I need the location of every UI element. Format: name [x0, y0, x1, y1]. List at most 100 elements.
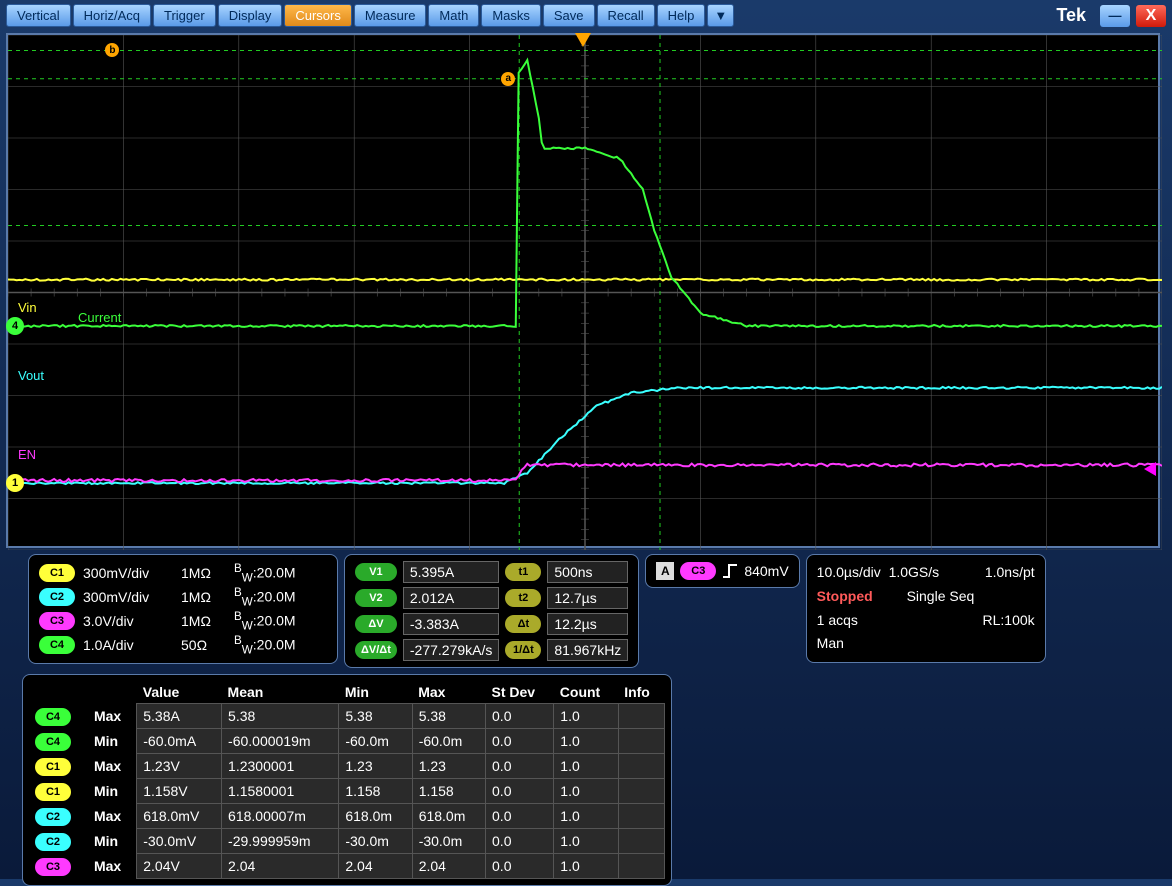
- channel-row-c2[interactable]: C2300mV/div1MΩBW:20.0M: [39, 585, 327, 609]
- menu-recall[interactable]: Recall: [597, 4, 655, 27]
- cursor-label-vt: ΔV/Δt: [355, 641, 397, 659]
- cursor-value-t: 12.2µs: [547, 613, 628, 635]
- meas-cell: 1.158: [339, 779, 412, 804]
- channel-pill-c1: C1: [39, 564, 75, 582]
- meas-cell: 2.04: [412, 854, 485, 879]
- meas-cell: -60.000019m: [222, 729, 339, 754]
- meas-cell: -60.0mA: [137, 729, 222, 754]
- trigger-source-pill[interactable]: C3: [680, 562, 716, 580]
- meas-stat: Min: [88, 779, 137, 804]
- meas-cell: 1.0: [554, 704, 618, 729]
- menu-cursors[interactable]: Cursors: [284, 4, 352, 27]
- cursor-label-v1: V1: [355, 563, 397, 581]
- trace-label-vout: Vout: [18, 368, 44, 383]
- meas-header: Max: [412, 681, 485, 704]
- meas-cell: -30.0mV: [137, 829, 222, 854]
- menu-more-button[interactable]: ▼: [707, 4, 734, 27]
- meas-stat: Max: [88, 754, 137, 779]
- channel-pill-c2: C2: [39, 588, 75, 606]
- measurement-panel: ValueMeanMinMaxSt DevCountInfoC4Max5.38A…: [22, 674, 672, 886]
- channel-row-c4[interactable]: C41.0A/div50ΩBW:20.0M: [39, 633, 327, 657]
- channel-impedance: 1MΩ: [181, 589, 226, 605]
- meas-cell: 0.0: [486, 704, 554, 729]
- meas-row: C3Max2.04V2.042.042.040.01.0: [29, 854, 665, 879]
- trigger-level: 840mV: [744, 563, 788, 579]
- acquisition-status-panel: 10.0µs/div 1.0GS/s 1.0ns/pt Stopped Sing…: [806, 554, 1046, 663]
- meas-cell: 1.2300001: [222, 754, 339, 779]
- meas-stat: Max: [88, 704, 137, 729]
- meas-row: C4Max5.38A5.385.385.380.01.0: [29, 704, 665, 729]
- meas-cell: 5.38: [222, 704, 339, 729]
- meas-cell: 1.0: [554, 754, 618, 779]
- scope-display: VinCurrentVoutEN41ab: [6, 33, 1166, 548]
- menu-vertical[interactable]: Vertical: [6, 4, 71, 27]
- cursor-readout-panel: V15.395At1500nsV22.012At212.7µsΔV-3.383A…: [344, 554, 639, 668]
- time-resolution: 1.0ns/pt: [985, 561, 1035, 585]
- meas-header: Mean: [222, 681, 339, 704]
- meas-cell: 5.38A: [137, 704, 222, 729]
- channel-scale: 1.0A/div: [83, 637, 173, 653]
- menu-math[interactable]: Math: [428, 4, 479, 27]
- meas-stat: Max: [88, 854, 137, 879]
- channel-pill-c4: C4: [39, 636, 75, 654]
- cursor-label-v: ΔV: [355, 615, 397, 633]
- trigger-auto-indicator: A: [656, 562, 674, 580]
- acq-mode: Single Seq: [907, 588, 975, 604]
- cursor-label-t2: t2: [505, 589, 541, 607]
- cursor-label-t: Δt: [505, 615, 541, 633]
- rising-edge-icon: [722, 563, 738, 579]
- cursor-label-t1: t1: [505, 563, 541, 581]
- trigger-level-arrow[interactable]: [1144, 462, 1156, 476]
- channel-marker-4[interactable]: 4: [6, 317, 24, 335]
- channel-row-c3[interactable]: C33.0V/div1MΩBW:20.0M: [39, 609, 327, 633]
- menu-measure[interactable]: Measure: [354, 4, 427, 27]
- meas-cell: 618.0mV: [137, 804, 222, 829]
- meas-cell: 1.23: [412, 754, 485, 779]
- meas-cell: [618, 804, 664, 829]
- meas-header: St Dev: [486, 681, 554, 704]
- cursor-marker-a[interactable]: a: [501, 72, 515, 86]
- menu-horizacq[interactable]: Horiz/Acq: [73, 4, 151, 27]
- meas-cell: [618, 729, 664, 754]
- meas-cell: 618.0m: [339, 804, 412, 829]
- acq-count: 1 acqs: [817, 612, 858, 628]
- meas-header: Info: [618, 681, 664, 704]
- channel-bandwidth: BW:20.0M: [234, 586, 296, 608]
- channel-scale: 3.0V/div: [83, 613, 173, 629]
- meas-channel-pill: C2: [35, 808, 71, 826]
- cursor-value-t1: 500ns: [547, 561, 628, 583]
- channel-marker-1[interactable]: 1: [6, 474, 24, 492]
- meas-channel-pill: C2: [35, 833, 71, 851]
- meas-cell: 2.04V: [137, 854, 222, 879]
- menu-trigger[interactable]: Trigger: [153, 4, 216, 27]
- channel-bandwidth: BW:20.0M: [234, 610, 296, 632]
- meas-cell: 1.1580001: [222, 779, 339, 804]
- record-length: RL:100k: [983, 609, 1035, 633]
- menu-help[interactable]: Help: [657, 4, 706, 27]
- meas-header: Value: [137, 681, 222, 704]
- trace-label-current: Current: [78, 310, 121, 325]
- menu-display[interactable]: Display: [218, 4, 283, 27]
- meas-row: C1Max1.23V1.23000011.231.230.01.0: [29, 754, 665, 779]
- trace-label-en: EN: [18, 447, 36, 462]
- close-button[interactable]: X: [1136, 5, 1166, 27]
- meas-cell: 5.38: [412, 704, 485, 729]
- meas-cell: 1.0: [554, 804, 618, 829]
- meas-cell: 0.0: [486, 729, 554, 754]
- meas-channel-pill: C4: [35, 733, 71, 751]
- waveform-canvas: [8, 35, 1162, 550]
- trace-label-vin: Vin: [18, 300, 37, 315]
- meas-cell: 0.0: [486, 829, 554, 854]
- sample-rate: 1.0GS/s: [889, 564, 940, 580]
- channel-row-c1[interactable]: C1300mV/div1MΩBW:20.0M: [39, 561, 327, 585]
- meas-row: C1Min1.158V1.15800011.1581.1580.01.0: [29, 779, 665, 804]
- minimize-button[interactable]: —: [1100, 5, 1130, 27]
- meas-cell: -30.0m: [412, 829, 485, 854]
- menu-masks[interactable]: Masks: [481, 4, 541, 27]
- meas-stat: Max: [88, 804, 137, 829]
- channel-impedance: 1MΩ: [181, 613, 226, 629]
- cursor-value-1t: 81.967kHz: [547, 639, 628, 661]
- channel-settings-panel: C1300mV/div1MΩBW:20.0MC2300mV/div1MΩBW:2…: [28, 554, 338, 664]
- cursor-label-1t: 1/Δt: [505, 641, 541, 659]
- menu-save[interactable]: Save: [543, 4, 595, 27]
